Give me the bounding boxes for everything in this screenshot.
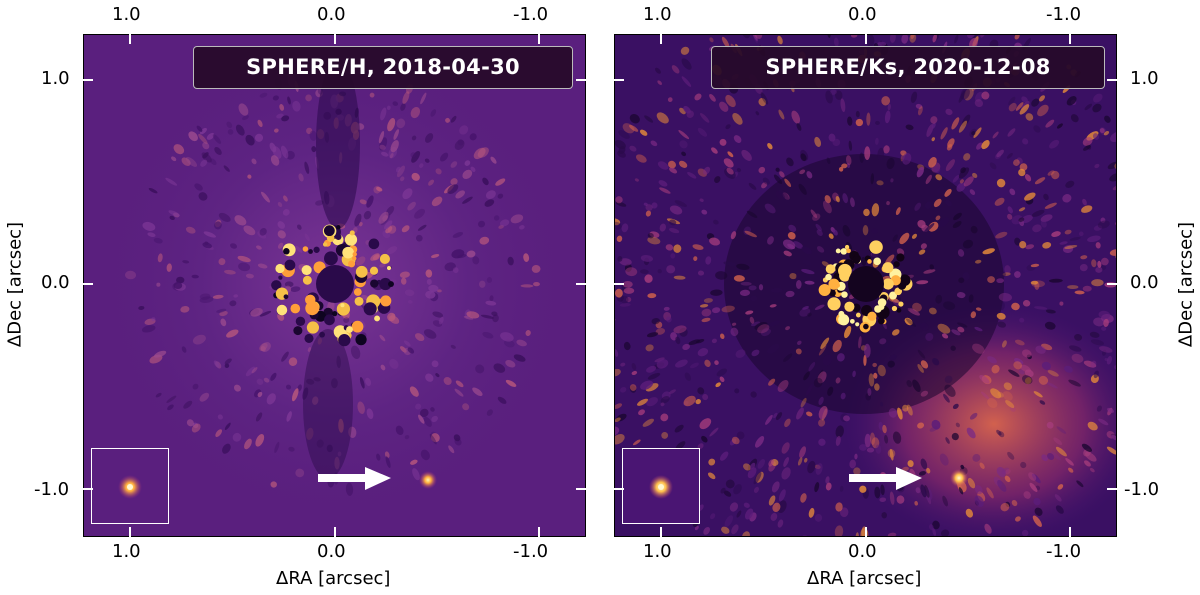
x-axis-label-left: ΔRA [arcsec] [276, 568, 391, 589]
panel-title-left: SPHERE/H, 2018-04-30 [193, 46, 573, 89]
y-tick-left-2: 0.0 [41, 272, 70, 293]
y-tick-right-2: 0.0 [1130, 272, 1159, 293]
image-panel-left: SPHERE/H, 2018-04-30 [83, 34, 586, 537]
arrow-marker-left [318, 467, 391, 490]
speckle-image-left [90, 39, 580, 529]
x-tick-top-left-3: -1.0 [513, 4, 549, 25]
x-tick-bottom-right-1: 1.0 [643, 541, 672, 562]
y-axis-label-left: ΔDec [arcsec] [4, 221, 26, 348]
y-axis-label-right: ΔDec [arcsec] [1175, 221, 1197, 348]
x-tick-bottom-right-3: -1.0 [1046, 541, 1082, 562]
x-tick-bottom-left-2: 0.0 [317, 541, 346, 562]
panel-title-right: SPHERE/Ks, 2020-12-08 [711, 46, 1105, 89]
y-tick-left-3: -1.0 [34, 479, 70, 500]
x-tick-bottom-right-2: 0.0 [848, 541, 877, 562]
x-tick-top-right-1: 1.0 [643, 4, 672, 25]
x-tick-top-right-3: -1.0 [1046, 4, 1082, 25]
x-tick-top-left-1: 1.0 [112, 4, 141, 25]
image-panel-right: SPHERE/Ks, 2020-12-08 [614, 34, 1117, 537]
psf-inset-left [91, 448, 169, 524]
x-tick-top-right-2: 0.0 [848, 4, 877, 25]
x-tick-bottom-left-3: -1.0 [513, 541, 549, 562]
y-tick-right-1: 1.0 [1130, 68, 1159, 89]
x-tick-bottom-left-1: 1.0 [112, 541, 141, 562]
x-axis-label-right: ΔRA [arcsec] [807, 568, 922, 589]
y-tick-right-3: -1.0 [1124, 479, 1160, 500]
psf-inset-right [622, 448, 700, 524]
x-tick-top-left-2: 0.0 [317, 4, 346, 25]
arrow-marker-right [849, 467, 922, 490]
y-tick-left-1: 1.0 [41, 68, 70, 89]
